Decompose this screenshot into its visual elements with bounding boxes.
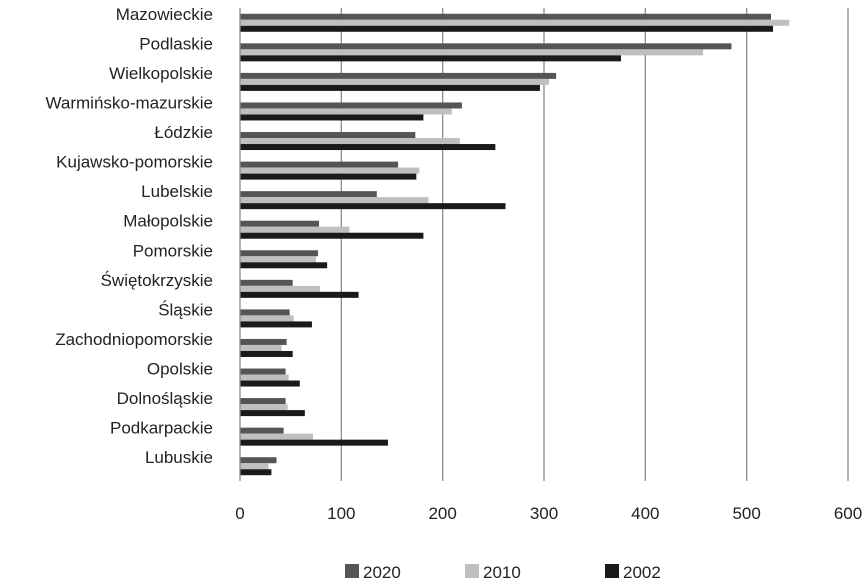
bar-malopolskie-2010 — [240, 226, 350, 233]
bar-mazowieckie-2002 — [240, 25, 774, 32]
bar-slaskie-2010 — [240, 315, 294, 322]
category-label: Łódzkie — [154, 123, 213, 142]
bar-pomorskie-2002 — [240, 262, 328, 269]
bar-lodzkie-2002 — [240, 144, 496, 151]
bar-dolnoslaskie-2002 — [240, 410, 305, 417]
bar-opolskie-2002 — [240, 380, 300, 387]
bar-warminsko-mazurskie-2020 — [240, 102, 462, 109]
bar-zachodniopomorskie-2010 — [240, 344, 282, 351]
bar-zachodniopomorskie-2020 — [240, 338, 287, 345]
bars — [240, 13, 790, 476]
category-label: Lubuskie — [145, 448, 213, 467]
category-label: Podlaskie — [139, 34, 213, 53]
bar-dolnoslaskie-2010 — [240, 404, 288, 411]
bar-pomorskie-2010 — [240, 256, 316, 263]
bar-lubuskie-2002 — [240, 469, 272, 476]
bar-warminsko-mazurskie-2010 — [240, 108, 452, 115]
bar-lubuskie-2010 — [240, 463, 269, 470]
legend-label: 2002 — [623, 563, 661, 580]
bar-lubuskie-2020 — [240, 457, 277, 464]
category-label: Świętokrzyskie — [101, 271, 213, 290]
category-label: Śląskie — [158, 300, 213, 319]
bar-opolskie-2020 — [240, 368, 286, 375]
category-label: Pomorskie — [133, 241, 213, 260]
bar-swietokrzyskie-2010 — [240, 285, 321, 292]
x-tick-label: 100 — [327, 504, 355, 523]
bar-lodzkie-2020 — [240, 132, 416, 139]
category-label: Mazowieckie — [116, 5, 213, 24]
bar-opolskie-2010 — [240, 374, 289, 381]
bar-podlaskie-2010 — [240, 49, 704, 56]
bar-podkarpackie-2010 — [240, 433, 313, 440]
legend-swatch-2002 — [605, 564, 619, 578]
x-tick-label: 500 — [732, 504, 760, 523]
bar-warminsko-mazurskie-2002 — [240, 114, 424, 121]
x-tick-label: 0 — [235, 504, 244, 523]
bar-pomorskie-2020 — [240, 250, 319, 257]
legend-label: 2010 — [483, 563, 521, 580]
bar-kujawsko-pomorskie-2010 — [240, 167, 420, 174]
bar-malopolskie-2020 — [240, 220, 320, 227]
bar-mazowieckie-2010 — [240, 19, 790, 26]
bar-podkarpackie-2002 — [240, 439, 388, 446]
bar-zachodniopomorskie-2002 — [240, 350, 293, 357]
x-tick-label: 600 — [834, 504, 862, 523]
bar-slaskie-2002 — [240, 321, 312, 328]
bar-malopolskie-2002 — [240, 232, 424, 239]
bar-podkarpackie-2020 — [240, 427, 284, 434]
bar-lubelskie-2010 — [240, 197, 429, 204]
category-label: Opolskie — [147, 360, 213, 379]
bar-mazowieckie-2020 — [240, 13, 771, 20]
bar-lubelskie-2020 — [240, 191, 377, 198]
x-tick-label: 400 — [631, 504, 659, 523]
bar-slaskie-2020 — [240, 309, 290, 316]
category-label: Dolnośląskie — [117, 389, 213, 408]
bar-swietokrzyskie-2002 — [240, 291, 359, 298]
legend-label: 2020 — [363, 563, 401, 580]
category-label: Lubelskie — [141, 182, 213, 201]
category-labels: Mazowieckie Podlaskie Wielkopolskie Warmińs… — [45, 5, 213, 467]
bar-lubelskie-2002 — [240, 203, 506, 210]
category-label: Wielkopolskie — [109, 64, 213, 83]
bar-wielkopolskie-2002 — [240, 84, 540, 91]
category-label: Zachodniopomorskie — [55, 330, 213, 349]
bar-podlaskie-2002 — [240, 55, 622, 62]
bar-swietokrzyskie-2020 — [240, 279, 293, 286]
x-tick-label: 300 — [530, 504, 558, 523]
category-label: Podkarpackie — [110, 419, 213, 438]
legend-swatch-2010 — [465, 564, 479, 578]
legend-swatch-2020 — [345, 564, 359, 578]
category-label: Kujawsko-pomorskie — [56, 153, 213, 172]
bar-dolnoslaskie-2020 — [240, 398, 286, 405]
category-label: Małopolskie — [123, 212, 213, 231]
bar-kujawsko-pomorskie-2002 — [240, 173, 417, 180]
x-tick-label: 200 — [428, 504, 456, 523]
bar-kujawsko-pomorskie-2020 — [240, 161, 399, 168]
category-label: Warmińsko-mazurskie — [45, 93, 213, 112]
bar-wielkopolskie-2010 — [240, 78, 550, 85]
x-tick-labels: 0 100 200 300 400 500 600 — [235, 504, 862, 523]
bar-podlaskie-2020 — [240, 43, 732, 50]
bar-wielkopolskie-2020 — [240, 72, 557, 79]
legend: 2020 2010 2002 — [345, 563, 661, 580]
bar-lodzkie-2010 — [240, 138, 460, 145]
